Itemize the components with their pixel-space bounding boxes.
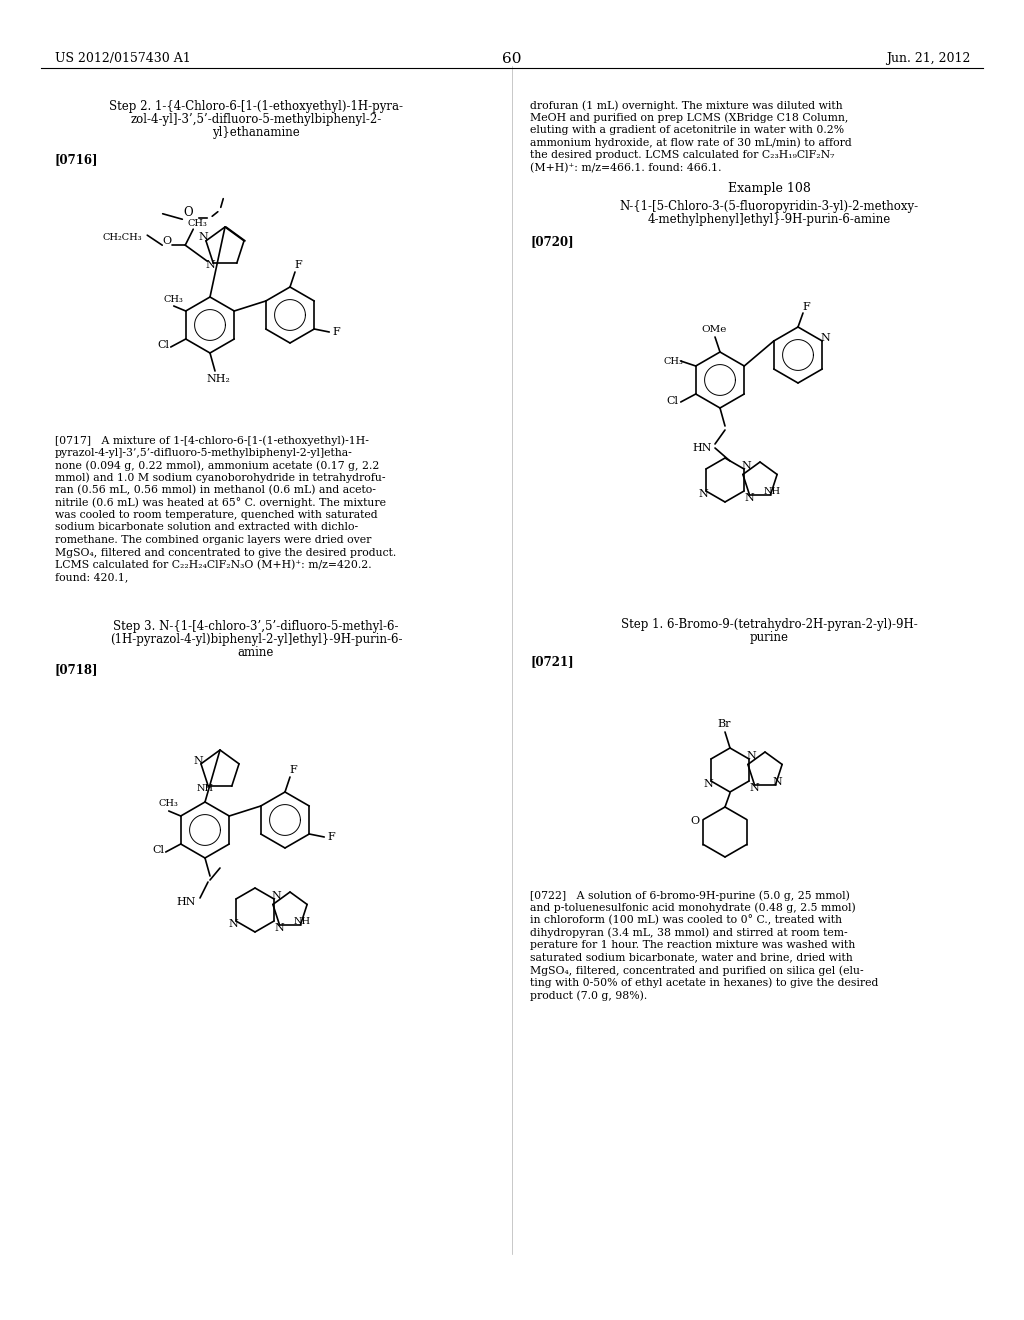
Text: N: N	[274, 923, 285, 932]
Text: perature for 1 hour. The reaction mixture was washed with: perature for 1 hour. The reaction mixtur…	[530, 940, 855, 950]
Text: CH₃: CH₃	[164, 294, 183, 304]
Text: CH₃: CH₃	[664, 356, 684, 366]
Text: N-{1-[5-Chloro-3-(5-fluoropyridin-3-yl)-2-methoxy-: N-{1-[5-Chloro-3-(5-fluoropyridin-3-yl)-…	[620, 201, 919, 213]
Text: N: N	[194, 756, 203, 766]
Text: HN: HN	[692, 444, 712, 453]
Text: MgSO₄, filtered and concentrated to give the desired product.: MgSO₄, filtered and concentrated to give…	[55, 548, 396, 557]
Text: N: N	[744, 492, 755, 503]
Text: Step 3. N-{1-[4-chloro-3’,5’-difluoro-5-methyl-6-: Step 3. N-{1-[4-chloro-3’,5’-difluoro-5-…	[114, 620, 398, 634]
Text: Cl: Cl	[158, 341, 170, 350]
Text: (M+H)⁺: m/z=466.1. found: 466.1.: (M+H)⁺: m/z=466.1. found: 466.1.	[530, 162, 722, 173]
Text: [0717]   A mixture of 1-[4-chloro-6-[1-(1-ethoxyethyl)-1H-: [0717] A mixture of 1-[4-chloro-6-[1-(1-…	[55, 436, 369, 446]
Text: F: F	[802, 302, 810, 312]
Text: [0722]   A solution of 6-bromo-9H-purine (5.0 g, 25 mmol): [0722] A solution of 6-bromo-9H-purine (…	[530, 890, 850, 900]
Text: was cooled to room temperature, quenched with saturated: was cooled to room temperature, quenched…	[55, 510, 378, 520]
Text: Jun. 21, 2012: Jun. 21, 2012	[886, 51, 970, 65]
Text: and p-toluenesulfonic acid monohydrate (0.48 g, 2.5 mmol): and p-toluenesulfonic acid monohydrate (…	[530, 903, 856, 913]
Text: romethane. The combined organic layers were dried over: romethane. The combined organic layers w…	[55, 535, 372, 545]
Text: N: N	[750, 783, 759, 792]
Text: NH: NH	[294, 917, 311, 927]
Text: O: O	[691, 817, 700, 826]
Text: [0720]: [0720]	[530, 235, 573, 248]
Text: N: N	[741, 461, 751, 471]
Text: drofuran (1 mL) overnight. The mixture was diluted with: drofuran (1 mL) overnight. The mixture w…	[530, 100, 843, 111]
Text: in chloroform (100 mL) was cooled to 0° C., treated with: in chloroform (100 mL) was cooled to 0° …	[530, 915, 842, 925]
Text: pyrazol-4-yl]-3’,5’-difluoro-5-methylbiphenyl-2-yl]etha-: pyrazol-4-yl]-3’,5’-difluoro-5-methylbip…	[55, 447, 352, 458]
Text: N: N	[703, 779, 713, 789]
Text: 4-methylphenyl]ethyl}-9H-purin-6-amine: 4-methylphenyl]ethyl}-9H-purin-6-amine	[647, 213, 891, 226]
Text: Br: Br	[717, 719, 731, 729]
Text: N: N	[271, 891, 281, 902]
Text: HN: HN	[176, 898, 196, 907]
Text: O: O	[163, 236, 172, 247]
Text: N: N	[198, 232, 208, 242]
Text: eluting with a gradient of acetonitrile in water with 0.2%: eluting with a gradient of acetonitrile …	[530, 125, 844, 135]
Text: [0721]: [0721]	[530, 655, 573, 668]
Text: F: F	[289, 766, 297, 775]
Text: CH₃: CH₃	[159, 800, 179, 808]
Text: product (7.0 g, 98%).: product (7.0 g, 98%).	[530, 990, 647, 1001]
Text: F: F	[333, 327, 340, 337]
Text: US 2012/0157430 A1: US 2012/0157430 A1	[55, 51, 190, 65]
Text: sodium bicarbonate solution and extracted with dichlo-: sodium bicarbonate solution and extracte…	[55, 523, 358, 532]
Text: NH: NH	[764, 487, 781, 496]
Text: yl}ethanamine: yl}ethanamine	[212, 125, 300, 139]
Text: [0716]: [0716]	[55, 153, 98, 166]
Text: NH: NH	[197, 784, 214, 793]
Text: MeOH and purified on prep LCMS (XBridge C18 Column,: MeOH and purified on prep LCMS (XBridge …	[530, 112, 848, 123]
Text: purine: purine	[750, 631, 788, 644]
Text: N: N	[228, 919, 238, 929]
Text: N: N	[206, 260, 215, 271]
Text: the desired product. LCMS calculated for C₂₃H₁₉ClF₂N₇: the desired product. LCMS calculated for…	[530, 150, 835, 160]
Text: Step 1. 6-Bromo-9-(tetrahydro-2H-pyran-2-yl)-9H-: Step 1. 6-Bromo-9-(tetrahydro-2H-pyran-2…	[621, 618, 918, 631]
Text: (1H-pyrazol-4-yl)biphenyl-2-yl]ethyl}-9H-purin-6-: (1H-pyrazol-4-yl)biphenyl-2-yl]ethyl}-9H…	[110, 634, 402, 645]
Text: MgSO₄, filtered, concentrated and purified on silica gel (elu-: MgSO₄, filtered, concentrated and purifi…	[530, 965, 863, 975]
Text: F: F	[294, 260, 302, 271]
Text: ran (0.56 mL, 0.56 mmol) in methanol (0.6 mL) and aceto-: ran (0.56 mL, 0.56 mmol) in methanol (0.…	[55, 484, 376, 495]
Text: Cl: Cl	[153, 845, 165, 855]
Text: ammonium hydroxide, at flow rate of 30 mL/min) to afford: ammonium hydroxide, at flow rate of 30 m…	[530, 137, 852, 148]
Text: CH₃: CH₃	[187, 219, 207, 227]
Text: N: N	[773, 776, 782, 787]
Text: mmol) and 1.0 M sodium cyanoborohydride in tetrahydrofu-: mmol) and 1.0 M sodium cyanoborohydride …	[55, 473, 385, 483]
Text: nitrile (0.6 mL) was heated at 65° C. overnight. The mixture: nitrile (0.6 mL) was heated at 65° C. ov…	[55, 498, 386, 508]
Text: NH₂: NH₂	[206, 374, 230, 384]
Text: [0718]: [0718]	[55, 663, 98, 676]
Text: N: N	[746, 751, 756, 762]
Text: found: 420.1,: found: 420.1,	[55, 573, 128, 582]
Text: saturated sodium bicarbonate, water and brine, dried with: saturated sodium bicarbonate, water and …	[530, 953, 853, 962]
Text: none (0.094 g, 0.22 mmol), ammonium acetate (0.17 g, 2.2: none (0.094 g, 0.22 mmol), ammonium acet…	[55, 459, 379, 470]
Text: 60: 60	[502, 51, 522, 66]
Text: F: F	[328, 832, 335, 842]
Text: N: N	[820, 333, 830, 343]
Text: dihydropyran (3.4 mL, 38 mmol) and stirred at room tem-: dihydropyran (3.4 mL, 38 mmol) and stirr…	[530, 928, 848, 939]
Text: OMe: OMe	[701, 326, 727, 334]
Text: Step 2. 1-{4-Chloro-6-[1-(1-ethoxyethyl)-1H-pyra-: Step 2. 1-{4-Chloro-6-[1-(1-ethoxyethyl)…	[109, 100, 403, 114]
Text: O: O	[183, 206, 193, 219]
Text: ting with 0-50% of ethyl acetate in hexanes) to give the desired: ting with 0-50% of ethyl acetate in hexa…	[530, 978, 879, 989]
Text: Cl: Cl	[667, 396, 679, 407]
Text: CH₂CH₃: CH₂CH₃	[102, 232, 142, 242]
Text: amine: amine	[238, 645, 274, 659]
Text: Example 108: Example 108	[728, 182, 810, 195]
Text: zol-4-yl]-3’,5’-difluoro-5-methylbiphenyl-2-: zol-4-yl]-3’,5’-difluoro-5-methylbipheny…	[130, 114, 382, 125]
Text: N: N	[698, 488, 708, 499]
Text: LCMS calculated for C₂₂H₂₄ClF₂N₃O (M+H)⁺: m/z=420.2.: LCMS calculated for C₂₂H₂₄ClF₂N₃O (M+H)⁺…	[55, 560, 372, 570]
